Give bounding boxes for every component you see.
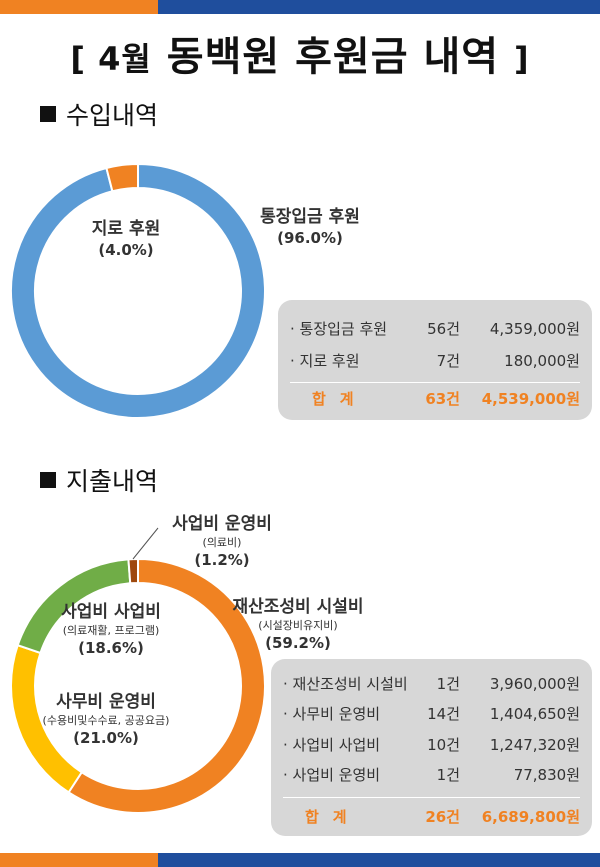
income-heading-text: 수입내역 <box>66 101 159 130</box>
row-count: 10건 <box>427 736 460 754</box>
expense-label-pct: (18.6%) <box>78 639 144 657</box>
bottom-color-bar <box>0 853 600 867</box>
expense-donut-chart <box>10 557 266 814</box>
income-label-giro-name: 지로 후원 <box>91 219 161 239</box>
expense-label-program: 사업비 사업비 (의료재활, 프로그램) (18.6%) <box>61 601 161 658</box>
expense-slice-0 <box>67 557 266 814</box>
row-count: 14건 <box>427 705 460 723</box>
row-count: 56건 <box>427 320 460 338</box>
row-name: · 사업비 운영비 <box>283 766 381 784</box>
row-amount: 77,830원 <box>513 766 580 784</box>
expense-label-name: 사무비 운영비 <box>56 692 156 712</box>
row-count: 7건 <box>436 352 460 370</box>
table-row: · 사무비 운영비 14건 1,404,650원 <box>271 703 592 727</box>
table-row: · 지로 후원 7건 180,000원 <box>278 350 592 374</box>
row-name: · 지로 후원 <box>290 352 360 370</box>
total-label: 합계 <box>312 390 368 408</box>
title-suffix: ] <box>514 40 530 78</box>
expense-label-name: 재산조성비 시설비 <box>232 597 364 617</box>
expense-slice-3 <box>127 557 139 585</box>
income-label-giro-pct: (4.0%) <box>98 241 154 259</box>
income-summary-table: · 통장입금 후원 56건 4,359,000원 · 지로 후원 7건 180,… <box>278 300 592 420</box>
top-color-bar <box>0 0 600 14</box>
table-row: · 재산조성비 시설비 1건 3,960,000원 <box>271 673 592 697</box>
expense-label-sub: (의료재활, 프로그램) <box>62 624 160 637</box>
total-count: 26건 <box>425 808 460 826</box>
income-donut-chart <box>10 162 266 419</box>
row-amount: 180,000원 <box>504 352 580 370</box>
total-amount: 6,689,800원 <box>481 808 580 826</box>
row-count: 1건 <box>436 675 460 693</box>
row-name: · 사무비 운영비 <box>283 705 381 723</box>
leader-line <box>132 527 159 560</box>
table-total-row: 합계 26건 6,689,800원 <box>271 806 592 830</box>
row-amount: 1,404,650원 <box>489 705 580 723</box>
total-label: 합계 <box>305 808 361 826</box>
table-row: · 통장입금 후원 56건 4,359,000원 <box>278 318 592 342</box>
income-label-bank-pct: (96.0%) <box>277 229 343 247</box>
total-count: 63건 <box>425 390 460 408</box>
expense-label-name: 사업비 운영비 <box>172 514 272 534</box>
expense-label-facility: 재산조성비 시설비 (시설장비유지비) (59.2%) <box>232 596 363 653</box>
expense-summary-table: · 재산조성비 시설비 1건 3,960,000원 · 사무비 운영비 14건 … <box>271 659 592 836</box>
income-label-bank: 통장입금 후원 (96.0%) <box>260 206 360 248</box>
row-name: · 통장입금 후원 <box>290 320 388 338</box>
income-slice-1 <box>105 162 139 193</box>
table-row: · 사업비 운영비 1건 77,830원 <box>271 764 592 788</box>
row-count: 1건 <box>436 766 460 784</box>
square-bullet-icon <box>40 472 56 488</box>
row-amount: 3,960,000원 <box>489 675 580 693</box>
expense-label-ops-medical: 사업비 운영비 (의료비) (1.2%) <box>172 513 272 570</box>
table-row: · 사업비 사업비 10건 1,247,320원 <box>271 734 592 758</box>
square-bullet-icon <box>40 106 56 122</box>
expense-label-pct: (21.0%) <box>73 729 139 747</box>
table-total-row: 합계 63건 4,539,000원 <box>278 388 592 412</box>
expense-label-name: 사업비 사업비 <box>61 602 161 622</box>
income-label-giro: 지로 후원 (4.0%) <box>92 218 160 260</box>
row-amount: 4,359,000원 <box>489 320 580 338</box>
title-main: 동백원 후원금 내역 <box>166 34 500 80</box>
total-amount: 4,539,000원 <box>481 390 580 408</box>
page-title: [ 4월 동백원 후원금 내역 ] <box>0 24 600 82</box>
expense-label-sub: (의료비) <box>202 536 242 549</box>
income-label-bank-name: 통장입금 후원 <box>260 207 360 227</box>
expense-label-pct: (1.2%) <box>194 551 250 569</box>
expense-label-sub: (시설장비유지비) <box>258 619 338 632</box>
expense-heading: 지출내역 <box>40 462 158 498</box>
title-prefix: [ 4월 <box>70 40 152 78</box>
expense-label-office: 사무비 운영비 (수용비및수수료, 공공요금) (21.0%) <box>43 691 170 748</box>
table-divider <box>283 797 580 798</box>
expense-label-pct: (59.2%) <box>265 634 331 652</box>
row-amount: 1,247,320원 <box>489 736 580 754</box>
income-heading: 수입내역 <box>40 96 158 132</box>
row-name: · 사업비 사업비 <box>283 736 381 754</box>
expense-label-sub: (수용비및수수료, 공공요금) <box>42 714 170 727</box>
income-slice-0 <box>10 162 266 419</box>
table-divider <box>290 382 580 383</box>
row-name: · 재산조성비 시설비 <box>283 675 408 693</box>
expense-heading-text: 지출내역 <box>66 467 159 496</box>
